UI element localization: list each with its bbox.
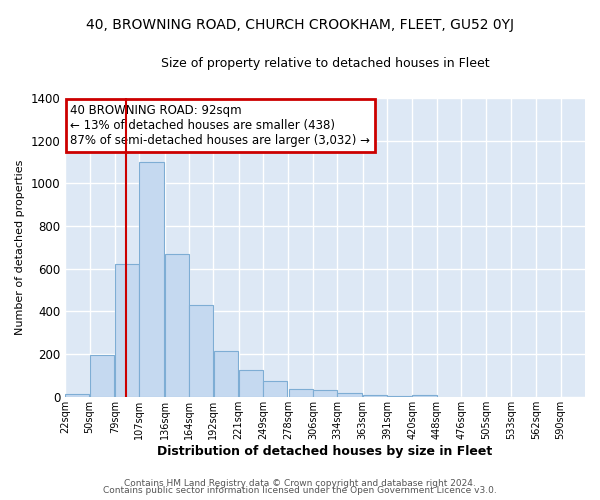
Bar <box>90 355 114 397</box>
Bar <box>263 381 287 397</box>
Text: Contains HM Land Registry data © Crown copyright and database right 2024.: Contains HM Land Registry data © Crown c… <box>124 478 476 488</box>
Text: 40, BROWNING ROAD, CHURCH CROOKHAM, FLEET, GU52 0YJ: 40, BROWNING ROAD, CHURCH CROOKHAM, FLEE… <box>86 18 514 32</box>
Bar <box>387 396 412 397</box>
Text: 40 BROWNING ROAD: 92sqm
← 13% of detached houses are smaller (438)
87% of semi-d: 40 BROWNING ROAD: 92sqm ← 13% of detache… <box>70 104 370 147</box>
Title: Size of property relative to detached houses in Fleet: Size of property relative to detached ho… <box>161 58 490 70</box>
Text: Contains public sector information licensed under the Open Government Licence v3: Contains public sector information licen… <box>103 486 497 495</box>
Bar <box>115 264 139 397</box>
X-axis label: Distribution of detached houses by size in Fleet: Distribution of detached houses by size … <box>157 444 493 458</box>
Bar <box>139 162 164 397</box>
Bar <box>313 390 337 397</box>
Bar <box>65 394 89 397</box>
Bar <box>363 394 387 397</box>
Bar <box>289 390 313 397</box>
Bar <box>337 393 362 397</box>
Y-axis label: Number of detached properties: Number of detached properties <box>15 160 25 335</box>
Bar <box>412 394 437 397</box>
Bar <box>214 351 238 397</box>
Bar <box>165 254 189 397</box>
Bar <box>239 370 263 397</box>
Bar <box>189 305 214 397</box>
